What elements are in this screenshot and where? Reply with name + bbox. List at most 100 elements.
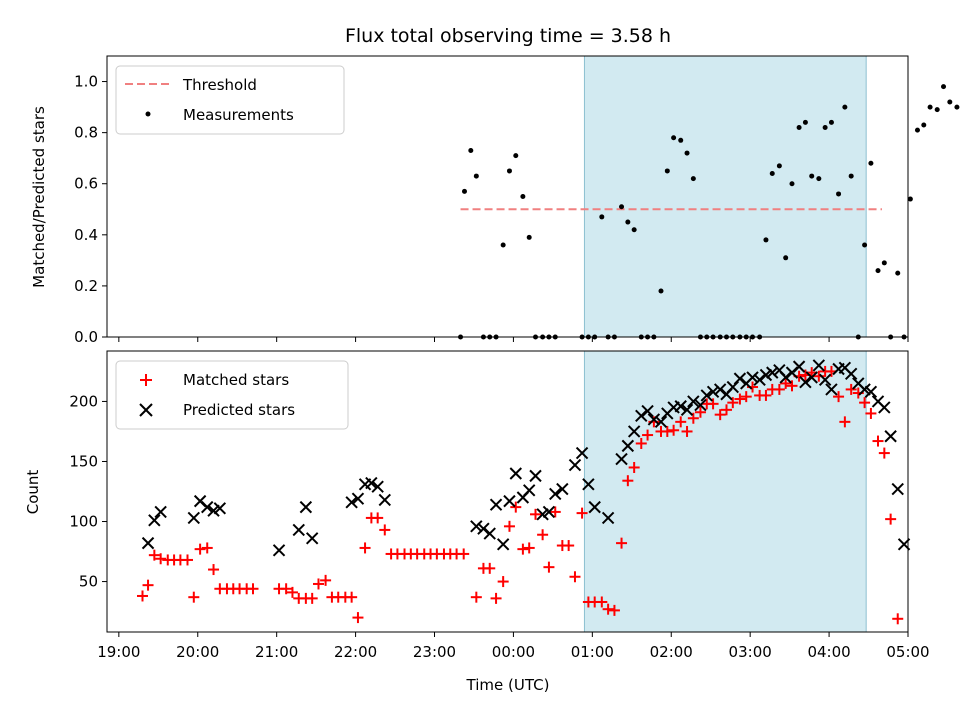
predicted-star-stroke-b bbox=[654, 415, 668, 429]
predicted-star-stroke-b bbox=[838, 361, 852, 375]
predicted-star-stroke-b bbox=[213, 502, 227, 515]
predicted-star-stroke-b bbox=[878, 401, 891, 414]
measurement-point bbox=[684, 150, 690, 156]
predicted-star-point bbox=[272, 544, 286, 557]
top-y-tick-label: 0.8 bbox=[74, 124, 98, 142]
matched-star-point bbox=[523, 542, 535, 554]
matched-star-point bbox=[181, 554, 193, 566]
matched-star-point bbox=[148, 549, 160, 561]
predicted-star-stroke-b bbox=[509, 467, 522, 480]
legend-predicted-stars: Predicted stars bbox=[183, 401, 295, 419]
top-y-ticks: 0.0 0.2 0.4 0.6 0.8 1.0 bbox=[74, 73, 107, 346]
measurement-point bbox=[769, 171, 775, 177]
measurement-point bbox=[513, 153, 519, 159]
measurement-point bbox=[776, 163, 782, 169]
top-y-tick-label: 0.2 bbox=[74, 277, 98, 295]
predicted-star-stroke-b bbox=[575, 446, 589, 460]
top-legend: Threshold Measurements bbox=[115, 65, 345, 135]
predicted-star-point bbox=[647, 413, 661, 426]
matched-star-point bbox=[661, 425, 673, 437]
predicted-star-point bbox=[489, 498, 503, 511]
predicted-star-point bbox=[825, 383, 838, 396]
matched-star-point bbox=[286, 586, 298, 598]
predicted-star-stroke-b bbox=[792, 360, 806, 373]
bottom-x-tick-label: 03:00 bbox=[729, 643, 772, 661]
measurement-point bbox=[927, 104, 933, 110]
matched-star-point bbox=[490, 592, 502, 604]
top-y-tick-label: 1.0 bbox=[74, 73, 98, 91]
measurement-point bbox=[473, 173, 479, 179]
predicted-star-stroke-b bbox=[345, 496, 358, 509]
measurement-point bbox=[947, 99, 953, 105]
measurement-point bbox=[842, 104, 848, 110]
predicted-star-point bbox=[549, 487, 562, 501]
bottom-axes-frame bbox=[106, 350, 909, 633]
predicted-star-stroke-b bbox=[351, 492, 365, 505]
predicted-star-point bbox=[365, 476, 378, 490]
matched-star-point bbox=[576, 507, 588, 519]
predicted-star-stroke-b bbox=[187, 511, 201, 525]
matched-star-point bbox=[537, 529, 549, 541]
predicted-star-stroke-b bbox=[753, 373, 766, 387]
predicted-star-stroke-b bbox=[371, 480, 384, 493]
top-axes-frame bbox=[106, 55, 909, 338]
predicted-star-point bbox=[201, 500, 214, 514]
predicted-star-stroke-b bbox=[674, 400, 687, 413]
predicted-star-point bbox=[864, 385, 878, 399]
matched-star-point bbox=[188, 591, 200, 603]
predicted-star-point bbox=[753, 373, 766, 387]
measurement-point bbox=[822, 125, 828, 131]
matched-star-point bbox=[320, 574, 332, 586]
predicted-star-stroke-b bbox=[773, 364, 786, 377]
predicted-star-stroke-b bbox=[805, 371, 818, 384]
matched-star-point bbox=[865, 407, 877, 419]
predicted-star-point bbox=[496, 538, 510, 551]
matched-star-point bbox=[635, 437, 647, 449]
predicted-star-point bbox=[154, 505, 167, 519]
bottom-x-tick-label: 00:00 bbox=[492, 643, 535, 661]
predicted-star-stroke-b bbox=[825, 383, 838, 396]
predicted-star-point bbox=[509, 467, 522, 480]
measurement-point bbox=[631, 227, 637, 233]
predicted-star-point bbox=[733, 372, 747, 385]
matched-star-point bbox=[596, 596, 608, 608]
matched-star-point bbox=[734, 393, 746, 405]
bottom-legend: Matched stars Predicted stars bbox=[115, 360, 349, 430]
matched-star-point bbox=[208, 564, 220, 576]
bottom-y-tick-label: 50 bbox=[79, 573, 98, 591]
predicted-star-stroke-b bbox=[470, 520, 483, 533]
predicted-star-stroke-b bbox=[746, 371, 759, 384]
matched-star-point bbox=[687, 412, 699, 424]
measurement-point bbox=[875, 268, 881, 274]
measurement-point bbox=[468, 148, 474, 154]
matched-star-point bbox=[681, 425, 693, 437]
predicted-star-stroke-b bbox=[483, 527, 496, 540]
measurement-point bbox=[526, 234, 532, 240]
predicted-star-stroke-b bbox=[621, 439, 635, 453]
bottom-y-tick-label: 150 bbox=[69, 452, 98, 470]
matched-star-point bbox=[839, 416, 851, 428]
predicted-star-stroke-b bbox=[687, 395, 700, 408]
predicted-star-point bbox=[351, 492, 365, 505]
predicted-star-stroke-b bbox=[799, 376, 812, 389]
matched-star-point bbox=[845, 383, 857, 395]
predicted-star-point bbox=[522, 484, 536, 497]
predicted-star-point bbox=[615, 452, 628, 466]
measurement-point bbox=[671, 135, 677, 141]
measurement-point bbox=[625, 219, 631, 225]
matched-star-point bbox=[628, 461, 640, 473]
predicted-star-stroke-b bbox=[378, 493, 391, 507]
bottom-y-tick-label: 100 bbox=[69, 513, 98, 531]
predicted-star-point bbox=[299, 500, 313, 514]
bottom-x-tick-label: 05:00 bbox=[886, 643, 929, 661]
matched-star-point bbox=[675, 416, 687, 428]
predicted-star-point bbox=[575, 446, 589, 460]
matched-star-point bbox=[549, 506, 561, 518]
measurement-point bbox=[783, 255, 789, 261]
measurement-point bbox=[862, 242, 868, 248]
predicted-star-point bbox=[141, 536, 155, 550]
matched-star-point bbox=[503, 520, 515, 532]
predicted-star-stroke-b bbox=[884, 430, 897, 443]
measurement-point bbox=[599, 214, 605, 220]
